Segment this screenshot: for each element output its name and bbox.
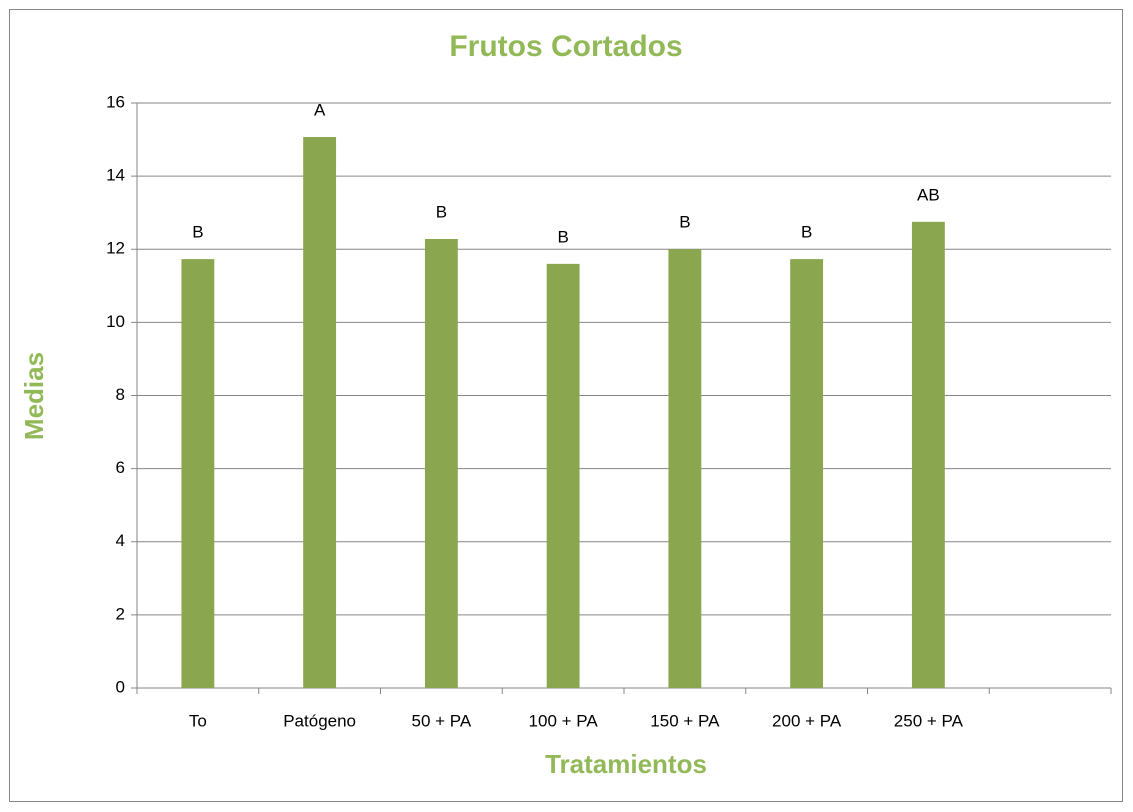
x-tick-label: 50 + PA — [412, 711, 472, 730]
bar — [303, 137, 337, 689]
annotation: B — [436, 202, 447, 221]
y-tick-label: 14 — [106, 166, 125, 185]
y-tick-label: 2 — [116, 604, 125, 623]
bar — [546, 263, 580, 688]
annotation: AB — [917, 185, 940, 204]
x-tick-label: 200 + PA — [772, 711, 842, 730]
y-axis-label: Medias — [19, 352, 49, 440]
y-tick-label: 4 — [116, 531, 125, 550]
y-tick-label: 10 — [106, 312, 125, 331]
bar — [911, 221, 945, 688]
annotation: B — [557, 227, 568, 246]
annotation: B — [192, 223, 203, 242]
bar — [424, 239, 458, 688]
x-tick-label: 100 + PA — [529, 711, 599, 730]
chart-title: Frutos Cortados — [449, 30, 682, 63]
bar — [181, 259, 215, 688]
y-tick-label: 8 — [116, 385, 125, 404]
annotation: B — [801, 223, 812, 242]
bar — [790, 259, 824, 688]
annotation: B — [679, 213, 690, 232]
y-tick-label: 6 — [116, 458, 125, 477]
x-tick-label: To — [189, 711, 207, 730]
x-tick-label: 150 + PA — [650, 711, 720, 730]
x-tick-label: Patógeno — [283, 711, 356, 730]
y-tick-label: 12 — [106, 239, 125, 258]
bar — [668, 249, 702, 688]
y-tick-label: 16 — [106, 92, 125, 111]
annotation: A — [314, 100, 326, 119]
x-axis-label: Tratamientos — [545, 749, 707, 779]
y-tick-label: 0 — [116, 677, 125, 696]
x-tick-label: 250 + PA — [894, 711, 964, 730]
